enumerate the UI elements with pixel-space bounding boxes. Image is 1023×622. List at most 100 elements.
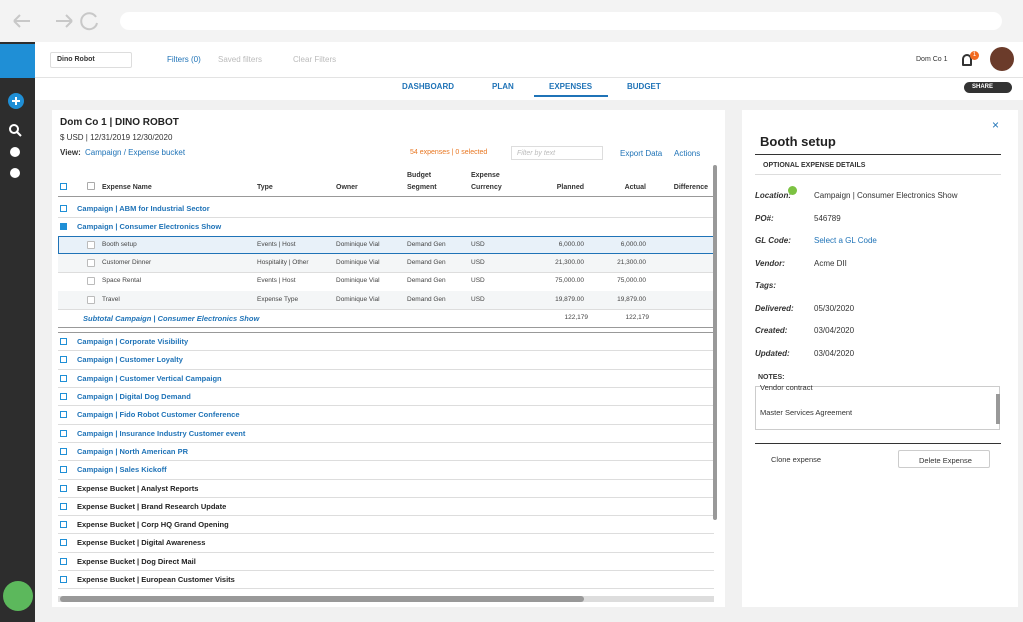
bucket-row[interactable]: Expense Bucket | Corp HQ Grand Opening <box>77 520 229 530</box>
expand-toggle[interactable] <box>60 429 67 437</box>
export-data[interactable]: Export Data <box>620 149 663 158</box>
chat-button[interactable] <box>3 581 33 611</box>
bucket-row[interactable]: Expense Bucket | Brand Research Update <box>77 501 227 511</box>
v-scrollbar <box>713 165 717 520</box>
close-button[interactable]: × <box>992 118 1000 132</box>
field-value[interactable]: Select a GL Code <box>814 236 877 245</box>
cell: Demand Gen <box>407 258 446 266</box>
campaign-row[interactable]: Campaign | Consumer Electronics Show <box>77 222 222 232</box>
filters[interactable]: Filters (0) <box>167 55 201 64</box>
cell: 19,879.00 <box>617 295 646 303</box>
field-label: Location: <box>755 191 791 200</box>
expand-toggle[interactable] <box>60 466 67 474</box>
bucket-row[interactable]: Expense Bucket | Dog Direct Mail <box>77 556 196 566</box>
expand-toggle[interactable] <box>60 502 67 510</box>
campaign-row[interactable]: Campaign | Customer Loyalty <box>77 355 183 365</box>
cell: Dominique Vial <box>336 240 380 248</box>
notes-label: NOTES: <box>758 374 785 381</box>
org-select[interactable] <box>50 52 132 68</box>
row-rule <box>58 533 714 535</box>
expand-toggle[interactable] <box>60 393 67 400</box>
tab-bar <box>35 78 1023 100</box>
browser-bar <box>0 0 1023 42</box>
cell[interactable]: Space Rental <box>102 277 142 285</box>
actions[interactable]: Actions <box>674 149 701 158</box>
column-header: Expense Currency <box>471 172 502 191</box>
campaign-row[interactable]: Campaign | Fido Robot Customer Conferenc… <box>77 410 240 420</box>
view-select[interactable]: Campaign / Expense bucket <box>85 148 186 157</box>
h-scrollbar <box>60 596 584 602</box>
clone-button[interactable]: Clone expense <box>771 455 822 464</box>
cell[interactable]: Booth setup <box>102 240 137 248</box>
saved-filters[interactable]: Saved filters <box>218 55 263 64</box>
field-label: PO#: <box>755 213 774 223</box>
tab[interactable]: EXPENSES <box>549 82 593 91</box>
expand-toggle[interactable] <box>60 557 67 565</box>
expand-toggle[interactable] <box>60 411 67 419</box>
campaign-row[interactable]: Campaign | Sales Kickoff <box>77 465 167 475</box>
row-rule <box>58 405 714 407</box>
cell: 6,000.00 <box>558 240 584 248</box>
view-label: View: <box>60 148 81 157</box>
help-icon <box>788 186 797 195</box>
row-rule <box>58 332 714 334</box>
cell[interactable]: Travel <box>102 295 120 303</box>
campaign-row[interactable]: Campaign | Digital Dog Demand <box>77 392 191 401</box>
cell: Hospitality | Other <box>257 258 309 266</box>
header-checkbox[interactable] <box>87 182 95 190</box>
tab[interactable]: PLAN <box>492 82 514 91</box>
bucket-row[interactable]: Expense Bucket | European Customer Visit… <box>77 575 235 584</box>
expand-toggle[interactable] <box>60 374 67 382</box>
campaign-row[interactable]: Campaign | Corporate Visibility <box>77 337 189 347</box>
expand-toggle[interactable] <box>60 484 67 492</box>
field-value: Acme DII <box>814 258 847 268</box>
campaign-row[interactable]: Campaign | Insurance Industry Customer e… <box>77 428 246 438</box>
expand-toggle[interactable] <box>60 539 67 547</box>
row-checkbox[interactable] <box>87 240 95 249</box>
expand-toggle[interactable] <box>60 223 67 231</box>
filter-input[interactable]: Filter by text <box>511 146 603 160</box>
campaign-row[interactable]: Campaign | North American PR <box>77 446 189 456</box>
field-label: Vendor: <box>755 258 785 268</box>
cell: USD <box>471 258 485 266</box>
bucket-row[interactable]: Expense Bucket | Analyst Reports <box>77 483 199 493</box>
expand-toggle[interactable] <box>60 205 67 212</box>
row-rule <box>58 327 714 329</box>
delete-button[interactable]: Delete Expense <box>898 450 990 468</box>
tab-underline <box>534 95 608 97</box>
share-button[interactable]: SHARE <box>964 82 1012 93</box>
column-header: Owner <box>336 184 358 191</box>
row-checkbox[interactable] <box>87 258 95 267</box>
sidebar-icons[interactable] <box>6 92 28 232</box>
tab[interactable]: DASHBOARD <box>402 82 454 91</box>
row-checkbox[interactable] <box>87 277 95 286</box>
cell: 19,879.00 <box>555 295 584 303</box>
expand-toggle[interactable] <box>60 447 67 455</box>
expand-toggle[interactable] <box>60 521 67 529</box>
nav-icons[interactable] <box>10 10 100 32</box>
clear-filters[interactable]: Clear Filters <box>293 55 337 64</box>
detail-title: Booth setup <box>760 134 836 149</box>
expand-toggle[interactable] <box>60 338 67 346</box>
logo[interactable] <box>0 44 35 78</box>
row-checkbox[interactable] <box>87 295 95 304</box>
row-stripe <box>58 253 714 273</box>
avatar[interactable] <box>990 47 1014 71</box>
bucket-row[interactable]: Expense Bucket | Digital Awareness <box>77 538 206 548</box>
url-bar[interactable] <box>120 12 1002 30</box>
expand-toggle[interactable] <box>60 576 67 583</box>
cell: Dominique Vial <box>336 258 380 266</box>
cell[interactable]: Customer Dinner <box>102 258 152 266</box>
tab[interactable]: BUDGET <box>627 82 661 91</box>
section-title: OPTIONAL EXPENSE DETAILS <box>763 162 866 169</box>
user-name: Dom Co 1 <box>916 56 948 63</box>
table-panel <box>52 110 725 607</box>
row-rule <box>58 217 714 219</box>
campaign-row[interactable]: Campaign | ABM for Industrial Sector <box>77 204 210 213</box>
expand-all[interactable] <box>60 183 67 190</box>
campaign-row[interactable]: Campaign | Customer Vertical Campaign <box>77 373 222 383</box>
row-rule <box>58 460 714 462</box>
expand-toggle[interactable] <box>60 356 67 364</box>
